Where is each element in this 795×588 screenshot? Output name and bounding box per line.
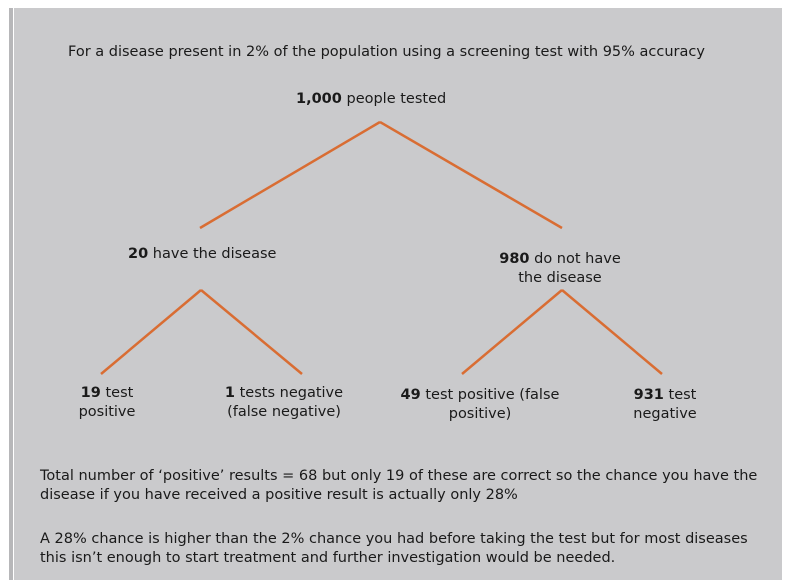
leaf-tn-number: 931: [633, 387, 664, 403]
leaf-false-negative: 1 tests negative (false negative): [212, 384, 356, 422]
leaf-tn-label: test: [663, 387, 697, 403]
node-no-disease-label: do not have: [529, 251, 621, 267]
leaf-fp-number: 49: [400, 387, 421, 403]
node-no-disease-line2: the disease: [518, 270, 602, 286]
leaf-fn-line2: (false negative): [227, 404, 341, 420]
branch-root-disease: [199, 120, 381, 230]
node-disease: 20 have the disease: [128, 245, 276, 264]
branch-nodisease-tn: [561, 289, 663, 375]
node-disease-number: 20: [128, 246, 149, 262]
leaf-fp-line2: positive): [448, 406, 512, 422]
node-root-label: people tested: [341, 91, 447, 107]
leaf-true-positive: 19 test positive: [60, 384, 154, 422]
diagram-panel: [14, 8, 782, 580]
summary2-line1: A 28% chance is higher than the 2% chanc…: [40, 531, 748, 547]
leaf-false-positive: 49 test positive (false positive): [390, 386, 570, 424]
node-root: 1,000 people tested: [296, 90, 446, 109]
left-rule: [9, 8, 13, 580]
node-disease-label: have the disease: [148, 246, 277, 262]
branch-nodisease-fp: [461, 289, 563, 375]
branch-disease-fn: [200, 289, 303, 375]
node-root-number: 1,000: [296, 91, 342, 107]
leaf-tp-label: test: [100, 385, 134, 401]
summary1-line1: Total number of ‘positive’ results = 68 …: [40, 468, 758, 484]
leaf-fn-label: tests negative: [235, 385, 344, 401]
node-no-disease: 980 do not have the disease: [480, 250, 640, 288]
summary-paragraph-2: A 28% chance is higher than the 2% chanc…: [40, 530, 748, 568]
summary-paragraph-1: Total number of ‘positive’ results = 68 …: [40, 467, 757, 505]
leaf-true-negative: 931 test negative: [620, 386, 710, 424]
branch-root-no-disease: [379, 120, 563, 230]
branch-disease-tp: [100, 289, 202, 375]
leaf-fp-label: test positive (false: [420, 387, 560, 403]
node-no-disease-number: 980: [499, 251, 530, 267]
summary1-line2: disease if you have received a positive …: [40, 487, 518, 503]
leaf-fn-number: 1: [224, 385, 236, 401]
intro-text: For a disease present in 2% of the popul…: [68, 44, 705, 60]
summary2-line2: this isn’t enough to start treatment and…: [40, 550, 616, 566]
leaf-tn-line2: negative: [633, 406, 697, 422]
leaf-tp-line2: positive: [78, 404, 136, 420]
leaf-tp-number: 19: [80, 385, 101, 401]
